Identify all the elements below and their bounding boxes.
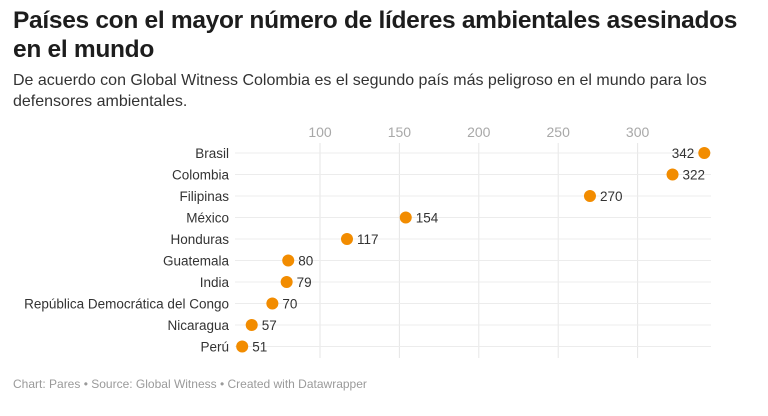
row-0: Brasil 342 (195, 146, 711, 161)
data-point (282, 254, 295, 267)
data-point (698, 147, 711, 159)
row-6: India 79 (200, 275, 711, 290)
chart-title: Países con el mayor número de líderes am… (13, 7, 738, 63)
dot-plot: 100 150 200 250 300 Brasil 342 Colombia 322 Fili… (24, 124, 711, 358)
value-label: 79 (297, 275, 312, 290)
data-point (266, 297, 279, 310)
data-point (399, 211, 412, 224)
row-7: República Democrática del Congo 70 (24, 296, 711, 311)
row-4: Honduras 117 (170, 232, 711, 247)
data-point (280, 276, 293, 288)
x-tick-label-100: 100 (308, 124, 332, 140)
rows-layer: Brasil 342 Colombia 322 Filipinas 270 México 15… (24, 146, 711, 354)
row-1: Colombia 322 (172, 167, 711, 182)
value-label: 57 (262, 318, 277, 333)
row-3: México 154 (186, 210, 711, 225)
data-point (583, 190, 596, 202)
category-label: Perú (200, 339, 229, 354)
row-5: Guatemala 80 (163, 253, 711, 268)
category-label: Guatemala (163, 253, 230, 268)
value-label: 154 (416, 210, 439, 225)
category-label: Nicaragua (167, 318, 229, 333)
value-label: 51 (252, 339, 267, 354)
x-tick-label-200: 200 (467, 124, 491, 140)
data-point (340, 233, 353, 245)
x-tick-label-250: 250 (547, 124, 571, 140)
chart-subtitle: De acuerdo con Global Witness Colombia e… (13, 72, 707, 110)
x-tick-label-150: 150 (388, 124, 412, 140)
data-point (245, 319, 258, 331)
category-label: Honduras (170, 232, 229, 247)
value-label: 80 (298, 253, 313, 268)
data-point (666, 168, 679, 181)
chart-footer: Chart: Pares • Source: Global Witness • … (13, 377, 367, 391)
category-label: México (186, 210, 229, 225)
grid-layer (319, 143, 639, 358)
x-axis-ticks: 100 150 200 250 300 (308, 124, 649, 140)
value-label: 322 (683, 167, 706, 182)
category-label: Colombia (172, 167, 230, 182)
row-8: Nicaragua 57 (167, 318, 711, 333)
category-label: India (200, 275, 230, 290)
row-9: Perú 51 (200, 339, 711, 354)
value-label: 270 (600, 189, 623, 204)
value-label: 117 (357, 232, 379, 247)
data-point (236, 340, 249, 353)
x-tick-label-300: 300 (626, 124, 650, 140)
value-label: 342 (672, 146, 695, 161)
category-label: Filipinas (179, 189, 229, 204)
category-label: Brasil (195, 146, 229, 161)
value-label: 70 (282, 296, 297, 311)
row-2: Filipinas 270 (179, 189, 711, 204)
category-label: República Democrática del Congo (24, 296, 229, 311)
